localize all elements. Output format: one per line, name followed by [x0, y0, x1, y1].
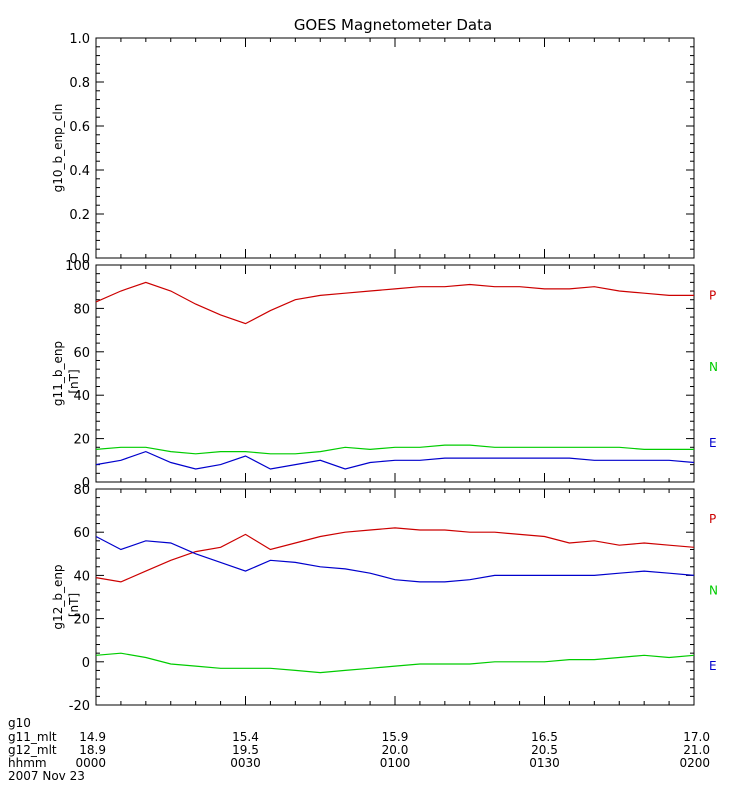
footer-row-label-g11-mlt: g11_mlt	[8, 730, 57, 744]
y-axis-unit: [nT]	[67, 369, 81, 393]
component-label-n: N	[709, 360, 718, 374]
series-line-1	[95, 444, 694, 455]
series-line-1	[95, 535, 695, 583]
footer-tick-hhmm: 0130	[529, 756, 560, 770]
panel-g12: -20 0 20 40 60 80 g12_b_enp [nT] P N E	[51, 483, 718, 714]
footer-tick-g12-mlt: 21.0	[683, 743, 710, 757]
y-axis-label: g11_b_enp	[51, 341, 65, 406]
y-tick-label: 60	[73, 346, 90, 361]
y-tick-label: 40	[73, 389, 90, 404]
footer-tick-g11-mlt: 15.9	[382, 730, 409, 744]
component-label-p: P	[709, 288, 716, 302]
y-tick-label: 100	[65, 259, 90, 274]
time-axis-footer: g10 g11_mlt g12_mlt hhmm 2007 Nov 23 14.…	[8, 716, 710, 783]
footer-tick-hhmm: 0200	[679, 756, 710, 770]
y-tick-label: 80	[73, 302, 90, 317]
footer-date: 2007 Nov 23	[8, 769, 85, 783]
panel-frame	[95, 37, 695, 259]
y-tick-label: 0.8	[69, 76, 90, 91]
component-label-e: E	[709, 436, 717, 450]
footer-tick-g11-mlt: 15.4	[232, 730, 259, 744]
y-axis-label: g10_b_enp_cln	[51, 104, 65, 193]
panel-frame	[95, 488, 695, 706]
panel-frame	[95, 264, 695, 483]
y-tick-label: 20	[73, 433, 90, 448]
footer-row-label-hhmm: hhmm	[8, 756, 47, 770]
y-tick-label: 0.4	[69, 164, 90, 179]
y-tick-label: 60	[73, 526, 90, 541]
footer-tick-g11-mlt: 16.5	[531, 730, 558, 744]
y-tick-label: 0.2	[69, 208, 90, 223]
y-tick-label: -20	[69, 699, 90, 714]
y-tick-label: 40	[73, 569, 90, 584]
y-tick-label: 80	[73, 483, 90, 498]
chart-title: GOES Magnetometer Data	[294, 16, 492, 34]
series-line-2	[95, 450, 695, 470]
footer-row-label-g12-mlt: g12_mlt	[8, 743, 57, 757]
footer-tick-g12-mlt: 18.9	[79, 743, 106, 757]
y-tick-label: 1.0	[69, 32, 90, 47]
y-axis-unit: [nT]	[67, 593, 81, 617]
y-axis-label: g12_b_enp	[51, 564, 65, 629]
y-tick-label: 0.0	[69, 252, 90, 267]
panel-g11: 0 20 40 60 80 100 g11_b_enp [nT] P N E	[51, 259, 718, 491]
footer-tick-hhmm: 0000	[75, 756, 106, 770]
component-label-e: E	[709, 659, 717, 673]
footer-tick-hhmm: 0030	[230, 756, 261, 770]
y-tick-label: 0	[82, 656, 90, 671]
series-line-0	[95, 527, 695, 583]
footer-tick-g12-mlt: 20.5	[531, 743, 558, 757]
y-tick-label: 20	[73, 613, 90, 628]
series-line-2	[95, 652, 695, 674]
panel-g10: 0.0 0.2 0.4 0.6 0.8 1.0 g10_b_enp_cln	[51, 32, 695, 267]
footer-tick-g12-mlt: 19.5	[232, 743, 259, 757]
y-tick-label: 0	[82, 476, 90, 491]
component-label-n: N	[709, 584, 718, 598]
component-label-p: P	[709, 512, 716, 526]
footer-tick-g12-mlt: 20.0	[382, 743, 409, 757]
footer-row-label-g10: g10	[8, 716, 31, 730]
footer-tick-hhmm: 0100	[380, 756, 411, 770]
y-tick-label: 0.6	[69, 120, 90, 135]
panels: 0.0 0.2 0.4 0.6 0.8 1.0 g10_b_enp_cln 0 20 40 60 80…	[51, 32, 718, 714]
footer-tick-g11-mlt: 14.9	[79, 730, 106, 744]
series-line-0	[95, 281, 694, 325]
footer-tick-g11-mlt: 17.0	[683, 730, 710, 744]
